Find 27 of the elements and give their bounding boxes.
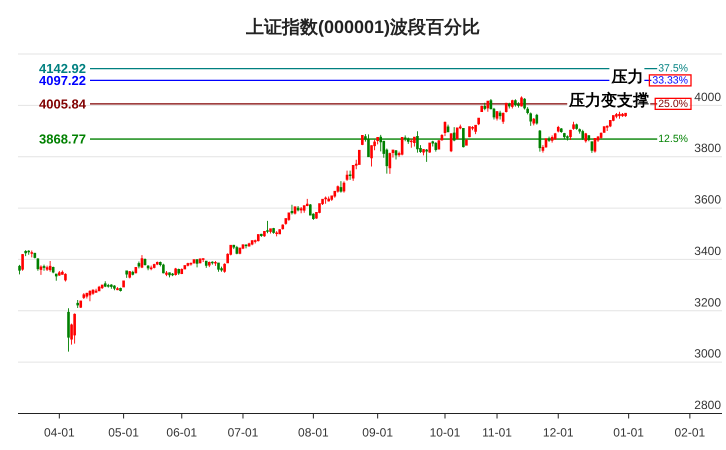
x-tick-label: 02-01 — [674, 426, 706, 440]
y-tick-label: 3200 — [694, 295, 722, 310]
x-tick-label: 01-01 — [613, 426, 644, 440]
y-tick-label: 3000 — [694, 346, 722, 361]
ref-line-label: 4005.84 — [39, 96, 87, 112]
y-tick-label: 2800 — [694, 398, 722, 412]
annotation: 压力 — [610, 68, 644, 86]
annotation: 25.0% — [658, 98, 688, 110]
annotation: 压力变支撑 — [568, 91, 650, 110]
x-tick-label: 08-01 — [298, 426, 330, 440]
ref-line-label: 3868.77 — [39, 132, 86, 147]
x-tick-label: 12-01 — [542, 426, 574, 440]
y-tick-label: 4000 — [694, 90, 722, 104]
x-tick-label: 06-01 — [166, 426, 198, 440]
y-tick-label: 3600 — [694, 192, 722, 207]
y-tick-label: 3800 — [694, 141, 722, 156]
x-tick-label: 04-01 — [44, 426, 75, 440]
chart-title: 上证指数(000001)波段百分比 — [244, 17, 480, 37]
annotation: 12.5% — [658, 133, 688, 146]
annotation: 37.5% — [658, 62, 688, 75]
x-tick-label: 07-01 — [228, 426, 259, 440]
x-tick-label: 11-01 — [482, 426, 512, 440]
x-tick-label: 10-01 — [430, 426, 461, 440]
x-tick-label: 05-01 — [108, 426, 140, 440]
annotation: 33.33% — [652, 74, 688, 86]
x-tick-label: 09-01 — [362, 426, 394, 440]
y-tick-label: 3400 — [694, 244, 722, 258]
